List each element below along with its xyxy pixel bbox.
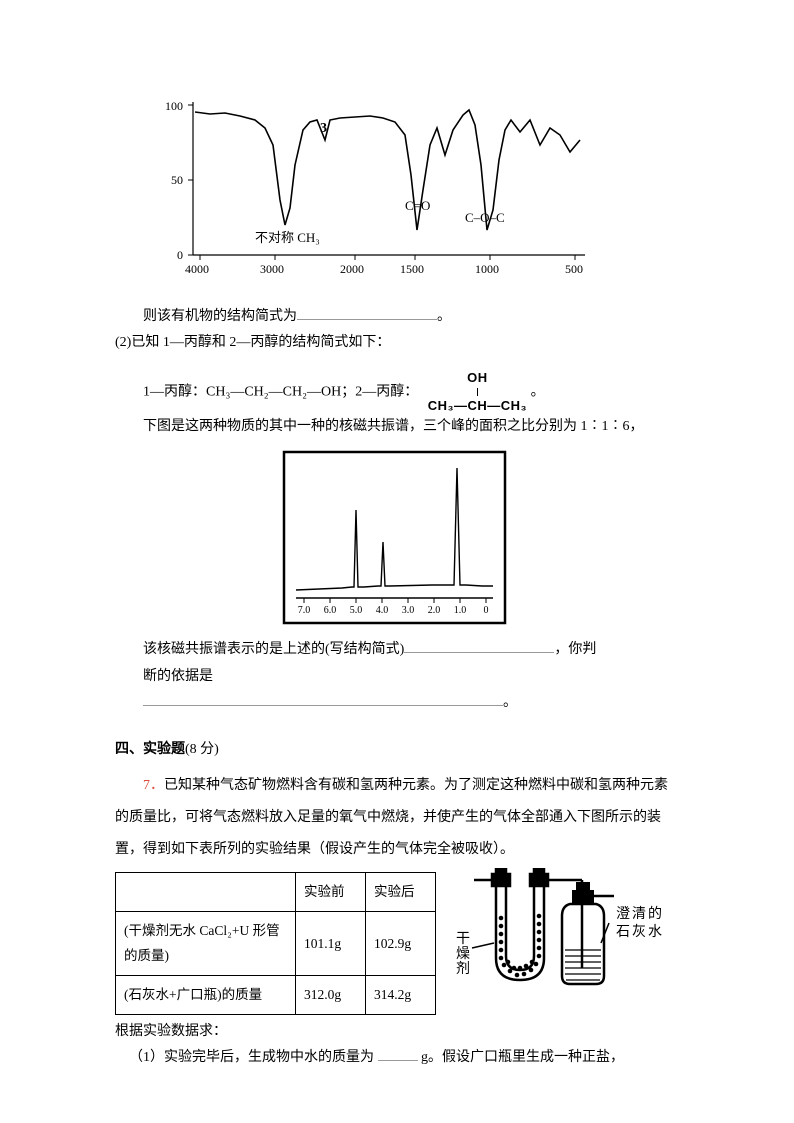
experiment-row: 实验前 实验后 (干燥剂无水 CaCl₂+U 形管的质量) 101.1g 102… [115,872,674,1015]
xtick-4000: 4000 [185,262,209,276]
ir-label-3: 3 [320,121,327,136]
section-4-points: (8 分) [185,742,219,757]
q7-sub-q1-blank[interactable] [378,1046,418,1061]
xtick-500: 500 [565,262,583,276]
nmr-tick-4: 4.0 [376,605,389,616]
svg-text:石: 石 [616,925,630,940]
nmr-tick-2: 2.0 [428,605,441,616]
table-header-before: 实验前 [296,873,366,912]
experiment-table: 实验前 实验后 (干燥剂无水 CaCl₂+U 形管的质量) 101.1g 102… [115,872,436,1015]
nmr-tick-1: 1.0 [454,605,467,616]
ir-label-co: C=O [405,198,430,213]
q1-suffix: 。 [437,309,451,324]
xtick-2000: 2000 [340,262,364,276]
xtick-1500: 1500 [400,262,424,276]
q2-ans-suffix: 。 [503,695,517,710]
svg-text:燥: 燥 [456,946,470,962]
q7-sub-q1: （1）实验完毕后，生成物中水的质量为 g。假设广口瓶里生成一种正盐， [115,1045,674,1072]
table-row: (石灰水+广口瓶)的质量 312.0g 314.2g [116,976,436,1015]
q2-answer-line2: 断的依据是 [115,664,674,691]
ir-spectrum-chart: 100 50 0 4000 3000 2000 1500 1000 500 3 … [155,90,595,285]
svg-text:的: 的 [648,906,662,922]
q1-text: 则该有机物的结构简式为 。 [115,304,674,331]
table-row2-before: 312.0g [296,976,366,1015]
ytick-100: 100 [165,99,183,113]
svg-text:水: 水 [648,924,662,940]
apparatus-label-left: 干 [456,932,470,947]
nmr-tick-7: 7.0 [298,605,311,616]
xtick-1000: 1000 [475,262,499,276]
table-row1-before: 101.1g [296,911,366,975]
nmr-tick-0: 0 [484,605,489,616]
q2-ans-blank1[interactable] [404,638,554,653]
structure-oh: OH [467,370,488,385]
table-header-after: 实验后 [366,873,436,912]
table-header-row: 实验前 实验后 [116,873,436,912]
structure-bottom: CH₃—CH—CH₃ [428,399,527,413]
svg-text:剂: 剂 [456,961,470,977]
table-row1-label: (干燥剂无水 CaCl₂+U 形管的质量) [116,911,296,975]
nmr-intro: 下图是这两种物质的其中一种的核磁共振谱，三个峰的面积之比分别为 1∶1∶6， [115,414,674,441]
q2-structure-line: 1—丙醇：CH₃—CH₂—CH₂—OH；2—丙醇： OH CH₃—CH—CH₃ … [115,371,674,414]
apparatus-label-right: 澄 [616,906,630,922]
q2-answer-line3: 。 [115,690,674,717]
nmr-tick-6: 6.0 [324,605,337,616]
q2-ans-blank2[interactable] [143,691,503,706]
svg-text:清: 清 [632,906,646,922]
nmr-tick-5: 5.0 [350,605,363,616]
apparatus-diagram: 干 燥 剂 澄 清 的 石 灰 水 [454,868,664,1003]
q7-body: 已知某种气态矿物燃料含有碳和氢两种元素。为了测定这种燃料中碳和氢两种元素的质量比… [115,778,668,857]
ir-label-ch3: 不对称 CH₃ [255,230,320,245]
q7-sub-q1-suffix: g。假设广口瓶里生成一种正盐， [421,1050,624,1065]
q7-number: 7． [143,778,164,793]
q7-sub-intro: 根据实验数据求： [115,1019,674,1046]
table-row2-label: (石灰水+广口瓶)的质量 [116,976,296,1015]
propanol-1-text: 1—丙醇：CH₃—CH₂—CH₂—OH；2—丙醇： [143,384,418,399]
q7-sub-q1-text: （1）实验完毕后，生成物中水的质量为 [129,1050,374,1065]
q2-answer-line1: 该核磁共振谱表示的是上述的(写结构简式) ，你判 [115,637,674,664]
section-4-title: 四、实验题(8 分) [115,737,674,764]
ytick-50: 50 [171,173,183,187]
ir-label-coc: C–O–C [465,210,505,225]
q1-blank[interactable] [297,304,437,319]
q1-prefix: 则该有机物的结构简式为 [143,309,297,324]
q2-ans-text-a: 该核磁共振谱表示的是上述的(写结构简式) [143,642,404,657]
table-row: (干燥剂无水 CaCl₂+U 形管的质量) 101.1g 102.9g [116,911,436,975]
nmr-tick-3: 3.0 [402,605,415,616]
q2-label: (2)已知 1—丙醇和 2—丙醇的结构简式如下： [115,330,674,357]
propanol-2-structure: OH CH₃—CH—CH₃ [428,371,527,414]
section-4-label: 四、实验题 [115,742,185,757]
table-row2-after: 314.2g [366,976,436,1015]
xtick-3000: 3000 [260,262,284,276]
q2-ans-text2: 断的依据是 [143,669,213,684]
q7-text: 7．已知某种气态矿物燃料含有碳和氢两种元素。为了测定这种燃料中碳和氢两种元素的质… [115,770,674,867]
nmr-spectrum-chart: 7.0 6.0 5.0 4.0 3.0 2.0 1.0 0 [282,450,507,625]
table-row1-after: 102.9g [366,911,436,975]
ytick-0: 0 [177,248,183,262]
structure-period: 。 [531,384,545,399]
table-header-empty [116,873,296,912]
q2-ans-text-b: ，你判 [554,642,596,657]
svg-text:灰: 灰 [632,924,646,940]
